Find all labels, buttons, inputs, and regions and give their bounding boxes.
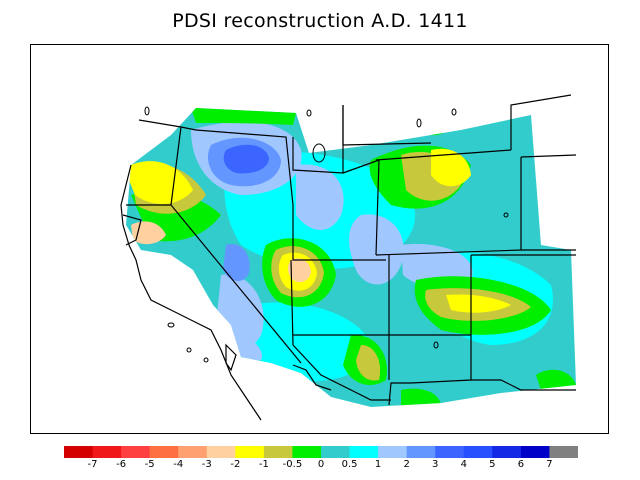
wet-deep-core xyxy=(223,144,269,174)
legend-tick-label: -3 xyxy=(201,459,212,470)
legend-swatch xyxy=(463,446,493,458)
bay-outline xyxy=(122,214,142,246)
legend-swatch xyxy=(263,446,293,458)
legend-swatch xyxy=(492,446,522,458)
dakota-border xyxy=(510,94,572,150)
island-south xyxy=(203,357,209,363)
water-features xyxy=(144,106,509,363)
legend-tick-label: 4 xyxy=(460,459,467,470)
legend-tick-label: -5 xyxy=(144,459,155,470)
montana-border xyxy=(342,105,432,146)
legend-swatch xyxy=(149,446,179,458)
legend-swatch xyxy=(178,446,208,458)
legend-swatch xyxy=(292,446,322,458)
legend-tick-label: 2 xyxy=(403,459,410,470)
legend-swatch xyxy=(435,446,465,458)
legend-tick-label: -4 xyxy=(173,459,184,470)
lake-nebraska xyxy=(503,212,509,218)
legend-swatch xyxy=(206,446,236,458)
legend-tick-label: 6 xyxy=(517,459,525,470)
dry-yellow-plains xyxy=(446,294,511,313)
legend-swatch xyxy=(235,446,265,458)
legend-swatch xyxy=(92,446,122,458)
legend-swatch xyxy=(64,446,94,458)
legend-swatch xyxy=(549,446,578,458)
legend-tick-label: -6 xyxy=(116,459,127,470)
lake-dakota xyxy=(416,118,422,128)
legend-tick-label: -7 xyxy=(87,459,98,470)
nevada-utah-border xyxy=(292,205,346,261)
pacific-coastline xyxy=(120,164,262,421)
neutral-green-north xyxy=(191,108,296,125)
legend-tick-label: 7 xyxy=(546,459,553,470)
lake-north xyxy=(306,109,312,117)
map-title: PDSI reconstruction A.D. 1411 xyxy=(172,10,468,32)
lake-montana xyxy=(451,108,457,116)
dry-yellow-wyoming xyxy=(431,148,471,187)
legend-tick-label: -0.5 xyxy=(282,459,303,470)
legend-tick-label: 0.5 xyxy=(341,459,358,470)
island-coast xyxy=(186,347,192,353)
legend-swatch xyxy=(378,446,408,458)
color-legend xyxy=(64,446,578,458)
texas-border xyxy=(471,379,576,391)
idaho-north-border xyxy=(195,129,294,206)
dry-peach-core xyxy=(288,258,311,283)
baja-outline xyxy=(225,343,237,372)
state-boundaries xyxy=(126,94,577,406)
lake-new-mexico xyxy=(433,341,439,349)
gulf-coast xyxy=(292,364,332,391)
neutral-green-texas xyxy=(536,369,576,390)
legend-tick-label: 0 xyxy=(317,459,325,470)
legend-tick-label: 5 xyxy=(489,459,496,470)
mexico-border xyxy=(292,344,391,401)
legend-swatch xyxy=(121,446,151,458)
legend-tick-label: -2 xyxy=(230,459,241,470)
coastline xyxy=(120,164,332,421)
great-salt-lake xyxy=(312,143,326,163)
dry-olive-southwest xyxy=(356,345,381,381)
channel-island xyxy=(167,322,175,328)
new-mexico-south-border xyxy=(388,382,411,406)
arizona-west-border xyxy=(290,259,294,346)
neutral-green-south xyxy=(401,388,441,407)
legend-tick-label: -1 xyxy=(258,459,269,470)
south-dakota-border xyxy=(520,154,577,158)
wet-cyan-south xyxy=(248,302,371,382)
pdsi-field xyxy=(126,108,576,407)
pdsi-map xyxy=(120,94,577,421)
color-legend-bar xyxy=(64,446,578,458)
map-panel xyxy=(30,44,609,434)
legend-swatch xyxy=(349,446,379,458)
legend-swatch xyxy=(321,446,351,458)
wet-blue-basin-core xyxy=(223,244,250,281)
legend-swatch xyxy=(406,446,436,458)
island-north xyxy=(144,106,150,116)
legend-tick-label: 1 xyxy=(374,459,382,470)
dry-yellow-california xyxy=(129,161,193,205)
legend-tick-label: 3 xyxy=(432,459,439,470)
wet-lightblue-central xyxy=(296,164,344,230)
legend-swatch xyxy=(520,446,550,458)
wyoming-north-border xyxy=(375,149,512,161)
